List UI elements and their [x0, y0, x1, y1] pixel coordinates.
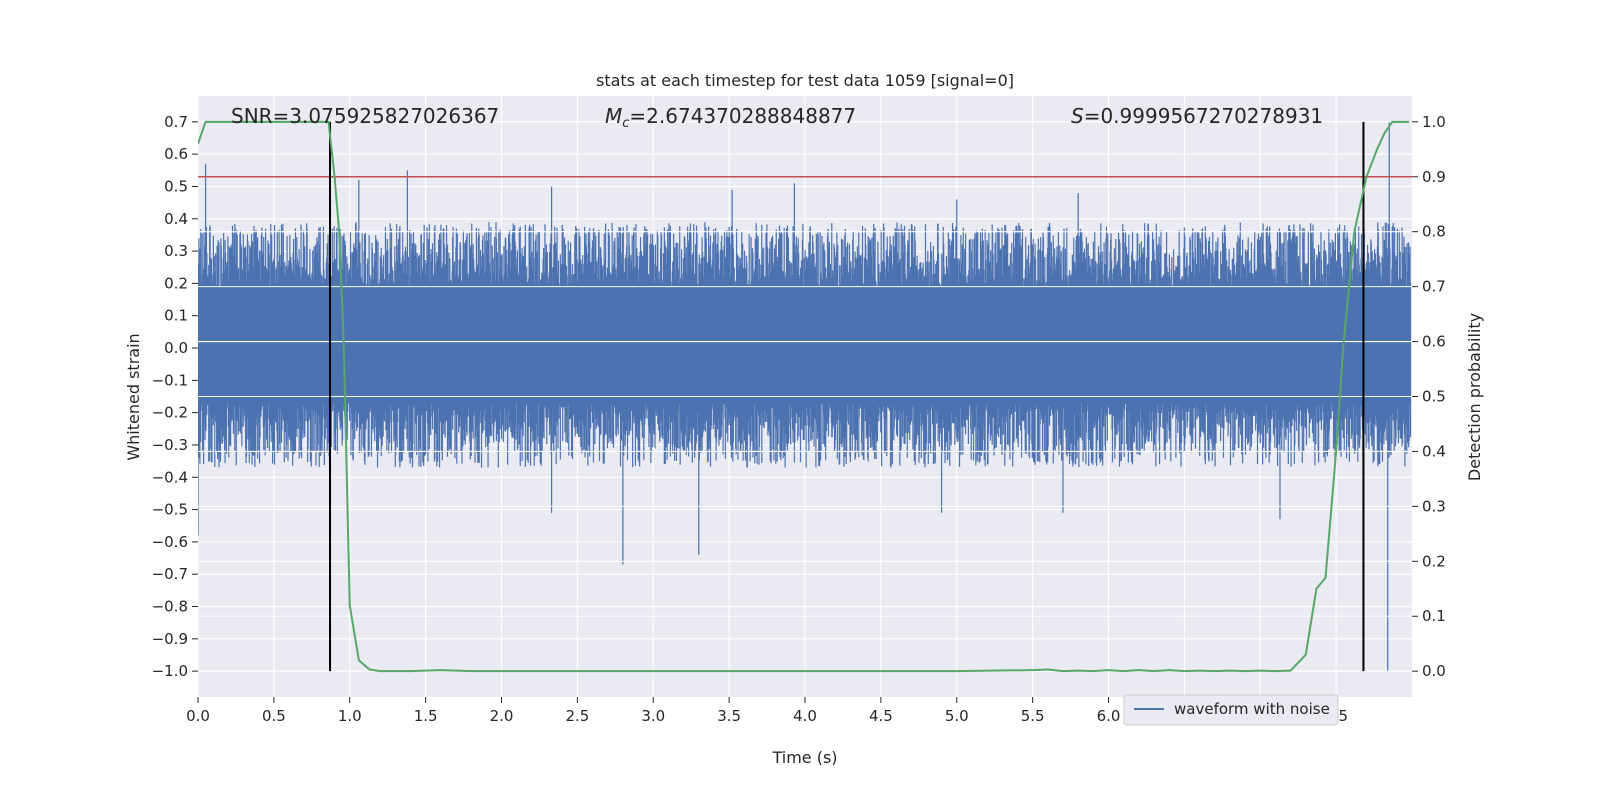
y-tick-label: −0.7 — [152, 565, 188, 583]
x-tick-label: 1.5 — [414, 707, 438, 725]
y-tick-label: 0.3 — [164, 242, 188, 260]
y2-tick-label: 0.2 — [1422, 552, 1446, 570]
y2-tick-label: 0.9 — [1422, 168, 1446, 186]
chirp-mass-annotation: Mc=2.674370288848877 — [605, 104, 856, 131]
x-tick-label: 4.5 — [869, 707, 893, 725]
y-tick-label: −0.9 — [152, 630, 188, 648]
y2-tick-label: 0.4 — [1422, 442, 1446, 460]
y-tick-label: −0.1 — [152, 371, 188, 389]
chirp-mass-symbol: M — [605, 104, 622, 128]
x-tick-label: 6.0 — [1097, 707, 1121, 725]
snr-annotation: SNR=3.075925827026367 — [231, 104, 499, 128]
y-tick-label: 0.0 — [164, 339, 188, 357]
y-tick-label: −0.5 — [152, 501, 188, 519]
legend-label-waveform: waveform with noise — [1174, 700, 1330, 718]
y-tick-label: 0.7 — [164, 113, 188, 131]
x-axis-label: Time (s) — [771, 748, 837, 767]
y2-tick-label: 0.1 — [1422, 607, 1446, 625]
y-tick-label: −0.2 — [152, 404, 188, 422]
y-tick-label: 0.1 — [164, 307, 188, 325]
y-tick-label: −0.3 — [152, 436, 188, 454]
y-tick-label: 0.4 — [164, 210, 188, 228]
x-tick-label: 5.5 — [1021, 707, 1045, 725]
y2-axis-ticks: 1.0 0.9 0.8 0.7 0.6 0.5 0.4 0.3 0.2 0.1 0.0 — [1412, 113, 1446, 680]
y2-tick-label: 0.0 — [1422, 662, 1446, 680]
legend-box — [1123, 694, 1339, 726]
x-tick-label: 5.0 — [945, 707, 969, 725]
x-tick-label: 0.5 — [262, 707, 286, 725]
y-tick-label: −1.0 — [152, 662, 188, 680]
y2-tick-label: 1.0 — [1422, 113, 1446, 131]
y2-axis-label: Detection probability — [1465, 313, 1484, 481]
y-axis-ticks: 0.7 0.6 0.5 0.4 0.3 0.2 0.1 0.0 −0.1 −0.2 −0.3 −0.4… — [152, 113, 198, 680]
y-tick-label: −0.4 — [152, 468, 188, 486]
y2-tick-label: 0.3 — [1422, 497, 1446, 515]
series-detection-probability — [198, 120, 1409, 673]
data-layer — [198, 120, 1412, 673]
score-annotation: S=0.9999567270278931 — [1071, 104, 1323, 128]
y2-tick-label: 0.7 — [1422, 278, 1446, 296]
y-tick-label: 0.2 — [164, 274, 188, 292]
y-tick-label: −0.8 — [152, 598, 188, 616]
y-tick-label: 0.5 — [164, 177, 188, 195]
x-tick-label: 1.0 — [338, 707, 362, 725]
y-tick-label: −0.6 — [152, 533, 188, 551]
x-tick-label: 2.0 — [490, 707, 514, 725]
y2-tick-label: 0.8 — [1422, 223, 1446, 241]
x-tick-label: 4.0 — [793, 707, 817, 725]
y-tick-label: 0.6 — [164, 145, 188, 163]
series-waveform-core — [198, 286, 1411, 403]
x-tick-label: 2.5 — [565, 707, 589, 725]
chart-title: stats at each timestep for test data 105… — [596, 71, 1014, 90]
x-tick-label: 3.0 — [641, 707, 665, 725]
x-tick-label: 0.0 — [186, 707, 210, 725]
y-axis-label: Whitened strain — [124, 333, 143, 460]
chirp-mass-value: =2.674370288848877 — [629, 104, 856, 128]
x-tick-label: 3.5 — [717, 707, 741, 725]
score-value: =0.9999567270278931 — [1084, 104, 1323, 128]
legend: waveform with noise — [1123, 694, 1339, 726]
chirp-mass-subscript: c — [622, 116, 629, 131]
y2-tick-label: 0.5 — [1422, 388, 1446, 406]
score-symbol: S — [1071, 104, 1084, 128]
y2-tick-label: 0.6 — [1422, 333, 1446, 351]
